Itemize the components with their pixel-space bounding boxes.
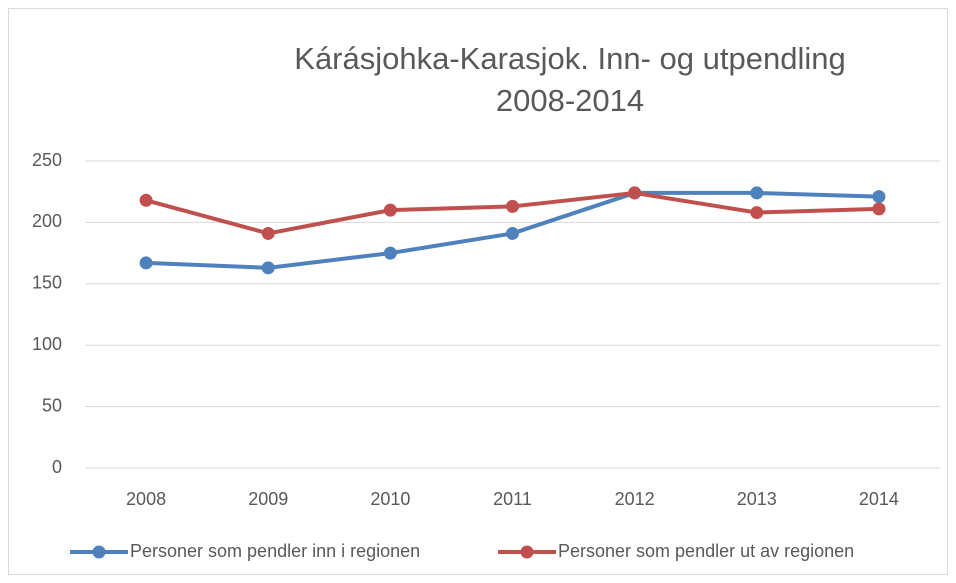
point — [139, 193, 153, 207]
y-tick-label: 250 — [32, 150, 62, 170]
point — [872, 190, 886, 204]
point — [506, 226, 519, 240]
point — [261, 261, 275, 275]
legend-marker — [520, 545, 534, 559]
legend-label: Personer som pendler inn i regionen — [130, 541, 420, 561]
point — [261, 226, 275, 240]
y-tick-label: 0 — [52, 457, 62, 477]
point — [383, 246, 397, 260]
x-tick-label: 2011 — [493, 489, 532, 509]
chart-border — [8, 8, 948, 575]
point — [750, 206, 764, 220]
point — [139, 256, 153, 270]
x-tick-label: 2012 — [615, 489, 655, 509]
legend-label: Personer som pendler ut av regionen — [558, 541, 854, 561]
point — [383, 203, 397, 217]
chart-title: Kárásjohka-Karasjok. Inn- og utpendling … — [294, 41, 846, 118]
point — [506, 199, 519, 213]
y-tick-label: 200 — [32, 211, 62, 231]
point — [872, 202, 886, 216]
x-tick-label: 2013 — [737, 489, 777, 509]
x-tick-label: 2014 — [859, 489, 899, 509]
x-tick-label: 2008 — [126, 489, 166, 509]
y-tick-label: 150 — [32, 273, 62, 293]
point — [750, 186, 764, 200]
legend-marker — [92, 545, 106, 559]
y-tick-label: 50 — [42, 395, 62, 415]
x-tick-label: 2010 — [370, 489, 410, 509]
y-tick-label: 100 — [32, 334, 62, 354]
point — [628, 186, 642, 200]
x-tick-label: 2009 — [248, 489, 288, 509]
